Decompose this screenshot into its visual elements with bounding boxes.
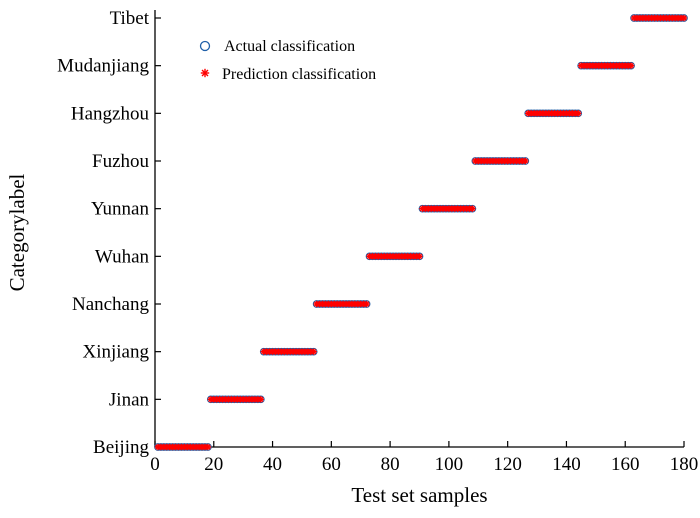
axes xyxy=(154,10,684,448)
x-tick-label: 160 xyxy=(611,454,640,475)
y-tick-label: Fuzhou xyxy=(92,151,150,172)
y-axis-title: Categorylabel xyxy=(5,173,29,291)
prediction-point xyxy=(680,14,688,22)
prediction-point xyxy=(627,62,635,69)
x-tick-label: 40 xyxy=(263,454,282,475)
prediction-point xyxy=(522,157,529,165)
x-tick-label: 20 xyxy=(204,454,223,475)
tick-labels: 0 20 40 60 80 100 120 140 160 180 Beijing Jinan Xinj… xyxy=(57,8,698,475)
y-tick-label: Xinjiang xyxy=(83,342,150,363)
x-tick-label: 100 xyxy=(435,454,464,475)
y-tick-label: Wuhan xyxy=(95,246,150,267)
prediction-point xyxy=(204,443,212,451)
y-tick-label: Tibet xyxy=(110,8,150,29)
prediction-point xyxy=(416,253,423,260)
x-axis-title: Test set samples xyxy=(351,483,487,507)
y-tick-label: Nanchang xyxy=(72,294,150,315)
x-tick-label: 180 xyxy=(670,454,699,475)
prediction-point xyxy=(575,110,582,117)
legend-label-prediction: Prediction classification xyxy=(222,66,376,83)
prediction-point xyxy=(257,396,264,403)
y-tick-label: Jinan xyxy=(109,389,150,410)
y-tick-label: Beijing xyxy=(93,437,149,458)
legend-marker-actual xyxy=(199,40,211,52)
x-tick-label: 80 xyxy=(381,454,400,475)
x-tick-label: 140 xyxy=(552,454,581,475)
y-tick-label: Mudanjiang xyxy=(57,56,149,77)
x-tick-label: 120 xyxy=(493,454,522,475)
legend-label-actual: Actual classification xyxy=(224,38,355,55)
asterisk-icon xyxy=(200,68,210,78)
y-tick-label: Hangzhou xyxy=(71,103,150,124)
prediction-point xyxy=(363,300,370,308)
x-tick-label: 60 xyxy=(322,454,341,475)
y-tick-label: Yunnan xyxy=(91,199,150,220)
legend: Actual classification Prediction classif… xyxy=(199,38,376,83)
prediction-point xyxy=(310,348,317,355)
legend-marker-prediction xyxy=(200,68,210,78)
prediction-point xyxy=(469,205,476,212)
x-tick-label: 0 xyxy=(150,454,160,475)
data-points xyxy=(154,14,688,451)
